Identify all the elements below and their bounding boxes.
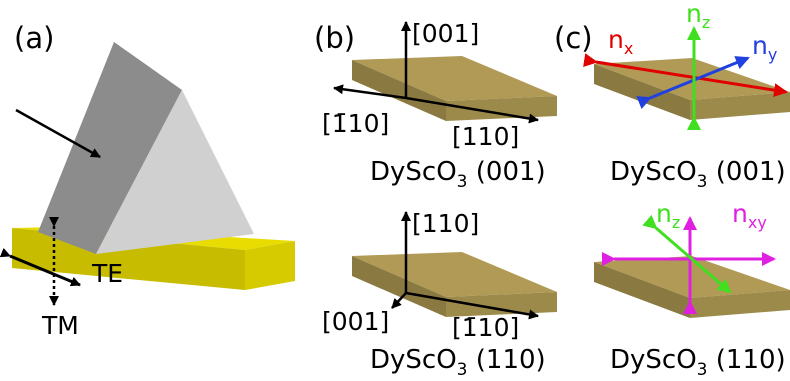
label-b-top-up: [001]: [412, 19, 479, 48]
label-nz-bottom: nz: [656, 199, 680, 232]
panel-c-label: (c): [554, 21, 593, 55]
crystal-b-bottom: DyScO3 (110): [370, 345, 546, 380]
crystal-c-bottom: DyScO3 (110): [610, 345, 786, 380]
panel-c: (c) nx ny nz DyScO3 (001) nz nxy DyScO3 …: [554, 0, 790, 380]
panel-b: (b) [001] [1̄10] [110] DyScO3 (001) [110…: [314, 19, 557, 380]
label-b-bottom-right: [1̄10]: [452, 313, 519, 342]
tm-label: TM: [41, 311, 79, 340]
crystal-b-top: DyScO3 (001): [370, 157, 546, 192]
label-b-top-left: [1̄10]: [322, 109, 389, 138]
te-label: TE: [91, 259, 123, 288]
label-ny: ny: [752, 31, 777, 64]
label-b-bottom-up: [110]: [412, 209, 479, 238]
panel-a-label: (a): [14, 21, 54, 55]
slab-c-bottom: [594, 256, 790, 318]
panel-a: (a) TE TM: [10, 21, 295, 340]
label-nz-top: nz: [686, 0, 710, 32]
label-b-bottom-left: [001]: [322, 307, 389, 336]
panel-b-label: (b): [314, 21, 355, 55]
label-nx: nx: [608, 25, 633, 58]
label-nxy: nxy: [732, 199, 767, 232]
prism: [38, 42, 254, 254]
label-b-top-right: [110]: [452, 122, 519, 151]
crystal-c-top: DyScO3 (001): [610, 157, 786, 192]
